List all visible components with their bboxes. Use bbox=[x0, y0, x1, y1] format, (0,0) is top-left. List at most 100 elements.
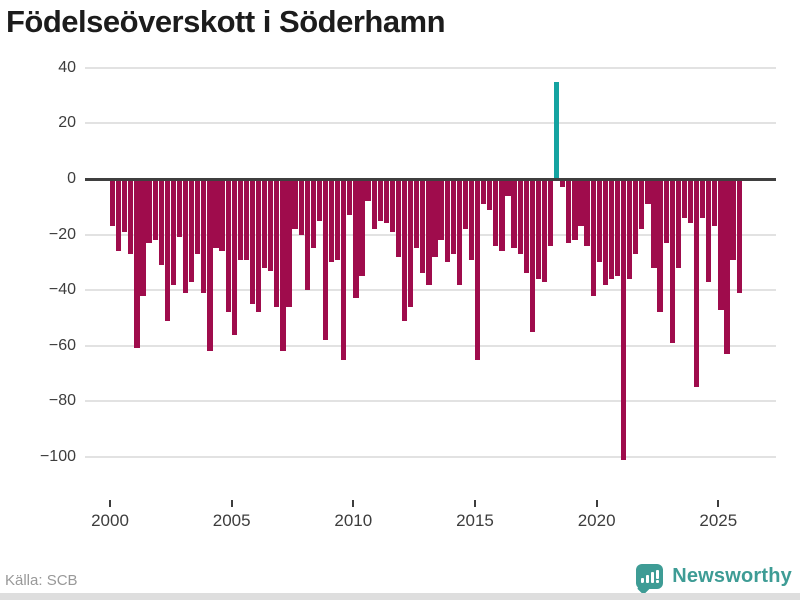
bar-quarter bbox=[195, 179, 201, 254]
bar-quarter bbox=[201, 179, 207, 293]
bar-quarter bbox=[523, 179, 529, 274]
bar-quarter bbox=[438, 179, 444, 241]
bar-quarter bbox=[414, 179, 420, 249]
x-axis-tick bbox=[109, 500, 111, 507]
bar-quarter bbox=[462, 179, 468, 229]
bar-quarter bbox=[456, 179, 462, 285]
bar-quarter bbox=[249, 179, 256, 304]
bar-quarter bbox=[116, 179, 122, 252]
y-axis-tick-label: −80 bbox=[48, 392, 76, 410]
gridline bbox=[85, 66, 776, 69]
bar-quarter bbox=[657, 179, 663, 313]
logo-exclamation-icon bbox=[655, 570, 659, 583]
bar-quarter bbox=[529, 179, 535, 332]
x-axis-tick-label: 2005 bbox=[212, 511, 251, 530]
x-axis-tick-label: 2020 bbox=[577, 511, 616, 530]
bar-quarter bbox=[584, 179, 590, 246]
bar-quarter bbox=[444, 179, 450, 263]
bar-quarter bbox=[681, 179, 687, 218]
y-axis-tick-label: −40 bbox=[48, 281, 76, 299]
bar-quarter bbox=[140, 179, 146, 296]
bar-quarter bbox=[669, 179, 675, 343]
source-note: Källa: SCB bbox=[5, 572, 78, 589]
y-axis-tick-label: 0 bbox=[67, 170, 76, 187]
x-axis-tick bbox=[352, 500, 355, 507]
bar-quarter bbox=[341, 179, 347, 360]
bar-quarter bbox=[128, 179, 134, 254]
bar-quarter bbox=[602, 179, 608, 285]
bar-quarter bbox=[639, 179, 645, 229]
bar-quarter bbox=[450, 179, 456, 254]
gridline bbox=[85, 455, 776, 458]
bar-quarter bbox=[535, 179, 541, 279]
bar-quarter bbox=[651, 179, 657, 268]
bar-quarter bbox=[401, 179, 408, 321]
bar-quarter bbox=[712, 179, 718, 227]
bar-quarter bbox=[377, 179, 383, 221]
bar-quarter bbox=[164, 179, 170, 321]
x-axis-tick bbox=[473, 500, 476, 507]
bar-quarter bbox=[219, 179, 225, 252]
bar-quarter bbox=[633, 179, 639, 254]
bar-quarter bbox=[724, 179, 730, 354]
bar-quarter bbox=[182, 179, 189, 293]
bar-quarter bbox=[225, 179, 231, 313]
bar-quarter bbox=[517, 179, 523, 254]
bar-quarter bbox=[511, 179, 517, 249]
bar-quarter bbox=[268, 179, 274, 271]
y-axis-tick-label: 20 bbox=[58, 114, 76, 132]
bar-quarter bbox=[158, 179, 164, 266]
bar-quarter bbox=[608, 179, 614, 279]
bar-quarter bbox=[353, 179, 359, 299]
bar-quarter bbox=[231, 179, 237, 335]
x-axis-tick bbox=[230, 500, 233, 507]
bar-quarter bbox=[718, 179, 724, 310]
newsworthy-logo: Newsworthy bbox=[636, 564, 792, 595]
bar-quarter bbox=[365, 179, 371, 202]
logo-bar-large bbox=[650, 572, 654, 583]
bar-quarter bbox=[134, 179, 140, 349]
bar-quarter bbox=[736, 179, 742, 293]
bar-quarter bbox=[298, 179, 304, 235]
bar-quarter bbox=[487, 179, 493, 210]
bar-quarter bbox=[693, 179, 700, 388]
bar-quarter bbox=[328, 179, 335, 263]
bar-quarter bbox=[730, 179, 736, 260]
logo-bar-medium bbox=[645, 575, 649, 583]
bar-quarter bbox=[207, 179, 213, 352]
bar-quarter bbox=[493, 179, 499, 246]
bar-quarter bbox=[420, 179, 426, 274]
bar-quarter bbox=[541, 179, 548, 282]
bar-quarter bbox=[389, 179, 395, 232]
gridline bbox=[85, 122, 776, 125]
bar-quarter bbox=[663, 179, 669, 243]
x-axis-tick bbox=[717, 500, 720, 507]
bar-quarter bbox=[371, 179, 377, 229]
x-axis-tick-label: 2010 bbox=[334, 511, 373, 530]
bar-quarter bbox=[572, 179, 578, 241]
bar-quarter bbox=[426, 179, 432, 285]
chart-title: Födelseöverskott i Söderhamn bbox=[6, 4, 446, 39]
bar-quarter bbox=[505, 179, 511, 196]
newsworthy-wordmark: Newsworthy bbox=[672, 565, 792, 587]
bar-quarter bbox=[122, 179, 128, 232]
gridline bbox=[85, 344, 776, 347]
bar-quarter bbox=[110, 179, 116, 227]
bar-quarter bbox=[152, 179, 158, 241]
bar-quarter bbox=[432, 179, 438, 257]
bar-quarter bbox=[243, 179, 250, 260]
bar-quarter bbox=[237, 179, 243, 260]
bar-quarter bbox=[335, 179, 341, 260]
bar-quarter bbox=[255, 179, 262, 313]
x-axis-tick bbox=[595, 500, 598, 507]
bar-quarter bbox=[468, 179, 475, 260]
bar-quarter bbox=[700, 179, 706, 218]
bar-highlight-positive bbox=[554, 81, 560, 179]
bar-quarter bbox=[304, 179, 310, 291]
bar-quarter bbox=[262, 179, 268, 268]
bar-quarter bbox=[280, 179, 286, 352]
bar-quarter bbox=[687, 179, 694, 224]
bar-quarter bbox=[146, 179, 152, 243]
bar-quarter bbox=[547, 179, 554, 246]
